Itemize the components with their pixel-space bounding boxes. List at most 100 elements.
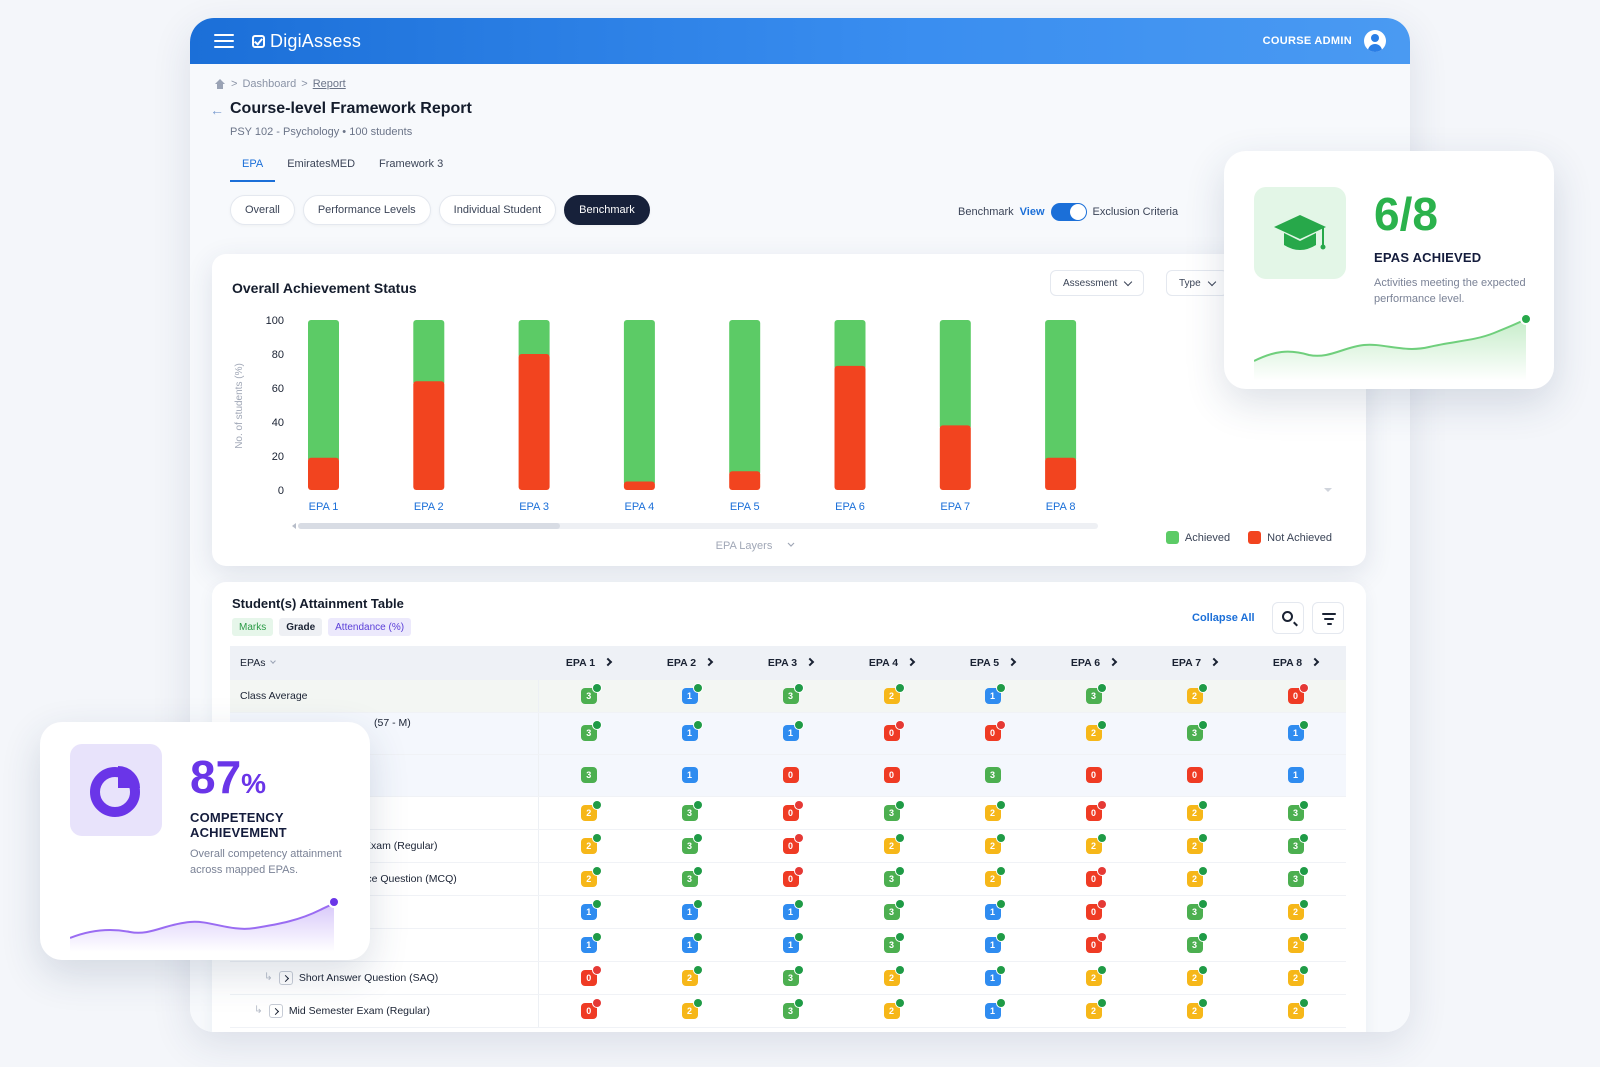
- user-avatar-icon[interactable]: [1364, 30, 1386, 52]
- attainment-cell[interactable]: 2: [841, 994, 942, 1028]
- attainment-cell[interactable]: 3: [639, 829, 740, 863]
- attainment-cell[interactable]: 0: [841, 754, 942, 797]
- attainment-cell[interactable]: 0: [1043, 862, 1144, 896]
- attainment-cell[interactable]: 1: [538, 895, 639, 929]
- exclusion-criteria[interactable]: Exclusion Criteria: [1092, 206, 1179, 218]
- attainment-cell[interactable]: 2: [942, 829, 1043, 863]
- attainment-cell[interactable]: 1: [942, 994, 1043, 1028]
- attainment-cell[interactable]: 3: [841, 796, 942, 830]
- attainment-cell[interactable]: 1: [942, 961, 1043, 995]
- attainment-cell[interactable]: 1: [639, 895, 740, 929]
- attainment-cell[interactable]: 0: [538, 961, 639, 995]
- assessment-dropdown[interactable]: Assessment: [1050, 270, 1145, 296]
- table-row[interactable]: 1 1 1 3 1 0 3 2: [230, 928, 1346, 962]
- attainment-cell[interactable]: 0: [740, 796, 841, 830]
- attainment-cell[interactable]: 0: [1043, 928, 1144, 962]
- view-tab-individual-student[interactable]: Individual Student: [438, 195, 557, 225]
- attainment-cell[interactable]: 0: [1043, 895, 1144, 929]
- attainment-cell[interactable]: 1: [1245, 712, 1346, 755]
- app-logo[interactable]: DigiAssess: [252, 31, 361, 52]
- attainment-cell[interactable]: 2: [1144, 680, 1245, 713]
- attainment-cell[interactable]: 0: [942, 712, 1043, 755]
- attainment-cell[interactable]: 2: [1144, 829, 1245, 863]
- column-header-epa-5[interactable]: EPA 5: [942, 646, 1043, 680]
- breadcrumb-report[interactable]: Report: [312, 78, 346, 90]
- attainment-cell[interactable]: 1: [740, 895, 841, 929]
- attainment-cell[interactable]: 2: [1144, 994, 1245, 1028]
- attainment-cell[interactable]: 2: [1144, 796, 1245, 830]
- attainment-cell[interactable]: 3: [1144, 712, 1245, 755]
- attainment-cell[interactable]: 2: [1043, 961, 1144, 995]
- column-header-epa-8[interactable]: EPA 8: [1245, 646, 1346, 680]
- attainment-cell[interactable]: 3: [841, 895, 942, 929]
- attainment-cell[interactable]: 3: [1144, 895, 1245, 929]
- attainment-cell[interactable]: 0: [740, 829, 841, 863]
- attainment-cell[interactable]: 2: [1043, 829, 1144, 863]
- column-header-epa-7[interactable]: EPA 7: [1144, 646, 1245, 680]
- attainment-cell[interactable]: 0: [1043, 754, 1144, 797]
- attainment-cell[interactable]: 1: [942, 928, 1043, 962]
- table-row[interactable]: 1 1 1 3 1 0 3 2: [230, 895, 1346, 929]
- expand-row-icon[interactable]: [278, 970, 293, 985]
- table-row[interactable]: ↳ Short Answer Question (SAQ) 0 2 3 2 1 2 2 2: [230, 961, 1346, 995]
- tab-emiratesmed[interactable]: EmiratesMED: [287, 158, 356, 170]
- attainment-cell[interactable]: 0: [538, 994, 639, 1028]
- view-tab-benchmark[interactable]: Benchmark: [564, 195, 650, 225]
- column-header-epa-2[interactable]: EPA 2: [639, 646, 740, 680]
- attainment-cell[interactable]: 3: [1043, 680, 1144, 713]
- expand-row-icon[interactable]: [268, 1003, 283, 1018]
- attainment-cell[interactable]: 1: [639, 928, 740, 962]
- attainment-cell[interactable]: 1: [942, 680, 1043, 713]
- column-header-epa-1[interactable]: EPA 1: [538, 646, 639, 680]
- attainment-cell[interactable]: 3: [740, 680, 841, 713]
- attainment-cell[interactable]: 0: [1245, 680, 1346, 713]
- attainment-cell[interactable]: 3: [942, 754, 1043, 797]
- column-header-epa-6[interactable]: EPA 6: [1043, 646, 1144, 680]
- attainment-cell[interactable]: 3: [538, 680, 639, 713]
- attainment-cell[interactable]: 2: [1245, 994, 1346, 1028]
- attainment-cell[interactable]: 2: [538, 862, 639, 896]
- tab-framework-3[interactable]: Framework 3: [379, 158, 444, 170]
- column-header-epas[interactable]: EPAs: [230, 646, 538, 680]
- chip-marks[interactable]: Marks: [232, 618, 274, 636]
- table-row[interactable]: ice Question (MCQ) 2 3 0 3 2 0 2 3: [230, 862, 1346, 896]
- attainment-cell[interactable]: 2: [841, 829, 942, 863]
- attainment-cell[interactable]: 0: [1144, 754, 1245, 797]
- back-arrow-icon[interactable]: ←: [210, 102, 224, 118]
- attainment-cell[interactable]: 2: [841, 961, 942, 995]
- breadcrumb-dashboard[interactable]: Dashboard: [242, 78, 297, 90]
- collapse-all-button[interactable]: Collapse All: [1192, 612, 1255, 624]
- attainment-cell[interactable]: 0: [740, 862, 841, 896]
- attainment-cell[interactable]: 0: [740, 754, 841, 797]
- attainment-cell[interactable]: 0: [841, 712, 942, 755]
- attainment-cell[interactable]: 3: [841, 862, 942, 896]
- attainment-cell[interactable]: 3: [1245, 862, 1346, 896]
- attainment-cell[interactable]: 2: [1144, 862, 1245, 896]
- class-average-row[interactable]: Class Average 3 1 3 2 1 3 2 0: [230, 680, 1346, 713]
- column-header-epa-3[interactable]: EPA 3: [740, 646, 841, 680]
- attainment-cell[interactable]: 1: [740, 712, 841, 755]
- attainment-cell[interactable]: 1: [538, 928, 639, 962]
- attainment-cell[interactable]: 2: [1245, 961, 1346, 995]
- menu-icon[interactable]: [214, 34, 234, 48]
- attainment-cell[interactable]: 1: [639, 680, 740, 713]
- home-icon[interactable]: [214, 78, 226, 90]
- attainment-cell[interactable]: 3: [1245, 796, 1346, 830]
- chip-grade[interactable]: Grade: [279, 618, 323, 636]
- benchmark-toggle[interactable]: [1050, 203, 1087, 221]
- chip-attendance[interactable]: Attendance (%): [328, 618, 412, 636]
- attainment-cell[interactable]: 1: [1245, 754, 1346, 797]
- attainment-cell[interactable]: 3: [639, 862, 740, 896]
- table-row[interactable]: ↳ Mid Semester Exam (Regular) 0 2 3 2 1 2 2 2: [230, 994, 1346, 1028]
- attainment-cell[interactable]: 1: [740, 928, 841, 962]
- view-tab-performance-levels[interactable]: Performance Levels: [302, 195, 431, 225]
- view-tab-overall[interactable]: Overall: [230, 195, 295, 225]
- attainment-cell[interactable]: 3: [538, 712, 639, 755]
- attainment-cell[interactable]: 2: [538, 829, 639, 863]
- attainment-cell[interactable]: 2: [1043, 994, 1144, 1028]
- attainment-cell[interactable]: 2: [538, 796, 639, 830]
- filter-button[interactable]: [1312, 602, 1344, 634]
- benchmark-view-link[interactable]: View: [1019, 206, 1045, 218]
- attainment-cell[interactable]: 3: [538, 754, 639, 797]
- attainment-cell[interactable]: 2: [1043, 712, 1144, 755]
